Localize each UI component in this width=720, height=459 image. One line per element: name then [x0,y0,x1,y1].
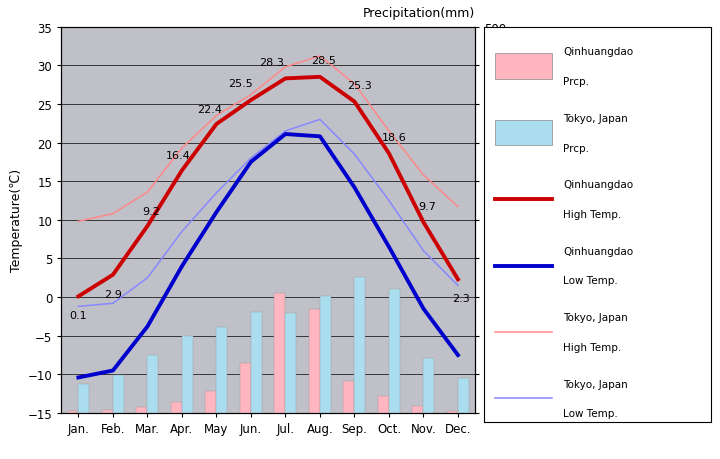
Text: Qinhuangdao: Qinhuangdao [563,47,634,57]
Text: High Temp.: High Temp. [563,342,621,352]
Bar [113,375,124,413]
Text: Low Temp.: Low Temp. [563,409,618,419]
Bar [68,411,78,413]
Text: 9.7: 9.7 [418,201,436,211]
Text: High Temp.: High Temp. [563,209,621,219]
Bar [458,378,469,413]
Bar [148,355,158,413]
Text: 25.5: 25.5 [228,79,253,89]
FancyBboxPatch shape [495,54,552,80]
Y-axis label: Temperature(℃): Temperature(℃) [10,169,23,272]
Text: 22.4: 22.4 [197,105,222,115]
Text: Prcp.: Prcp. [563,77,589,87]
Text: 16.4: 16.4 [166,151,191,161]
Bar [389,290,400,413]
Text: Tokyo, Japan: Tokyo, Japan [563,113,628,123]
Bar [423,358,434,413]
Text: Qinhuangdao: Qinhuangdao [563,246,634,256]
Text: 0.1: 0.1 [70,311,87,320]
Text: 18.6: 18.6 [382,133,407,142]
Text: Prcp.: Prcp. [563,143,589,153]
Text: Tokyo, Japan: Tokyo, Japan [563,313,628,322]
Bar [205,392,217,413]
Bar [78,385,89,413]
Text: Precipitation(mm): Precipitation(mm) [363,7,475,20]
Bar [182,337,193,413]
Text: 25.3: 25.3 [347,81,372,91]
Bar [343,381,354,413]
Bar [413,406,423,413]
FancyBboxPatch shape [495,121,552,146]
Text: 28.3: 28.3 [259,58,284,67]
Bar [102,410,113,413]
Bar [251,312,262,413]
Text: Qinhuangdao: Qinhuangdao [563,180,634,190]
Bar [354,277,366,413]
Bar [136,407,148,413]
Text: 9.2: 9.2 [142,207,160,217]
Bar [217,328,228,413]
Text: Tokyo, Japan: Tokyo, Japan [563,379,628,389]
Text: 28.5: 28.5 [311,56,336,66]
Text: 2.9: 2.9 [104,289,122,299]
Bar [274,294,285,413]
Bar [285,313,297,413]
Bar [320,297,331,413]
Bar [171,402,182,413]
Text: Low Temp.: Low Temp. [563,276,618,286]
Bar [240,363,251,413]
Text: 2.3: 2.3 [453,294,470,303]
Bar [378,396,389,413]
Bar [309,309,320,413]
Bar [447,411,458,413]
